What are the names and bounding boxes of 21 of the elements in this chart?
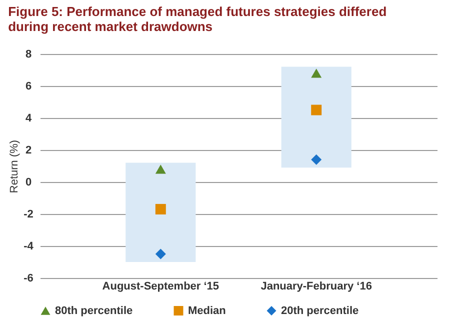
x-tick-label: January-February ‘16 bbox=[260, 280, 372, 292]
y-axis-title: Return (%) bbox=[8, 140, 21, 194]
point bbox=[311, 104, 322, 116]
y-tick-label: -2 bbox=[24, 208, 34, 220]
point bbox=[155, 164, 166, 174]
y-tick-label: -4 bbox=[24, 240, 34, 252]
legend-label: 20th percentile bbox=[281, 304, 359, 317]
y-tick-label: -6 bbox=[24, 272, 34, 284]
y-tick-label: 4 bbox=[25, 112, 32, 124]
legend-label: Median bbox=[188, 304, 226, 317]
y-tick-label: 0 bbox=[25, 176, 32, 188]
y-tick-label: 6 bbox=[25, 80, 32, 92]
y-tick-label: 2 bbox=[25, 144, 32, 156]
x-tick-label: August-September ‘15 bbox=[102, 280, 220, 292]
point bbox=[155, 248, 166, 260]
point bbox=[311, 68, 322, 78]
legend-label: 80th percentile bbox=[55, 304, 133, 317]
point bbox=[311, 154, 322, 165]
chart-title: Figure 5: Performance of managed futures strategies differed during recent market drawdowns bbox=[8, 4, 387, 34]
y-tick-label: 8 bbox=[25, 48, 32, 60]
point bbox=[155, 204, 166, 214]
